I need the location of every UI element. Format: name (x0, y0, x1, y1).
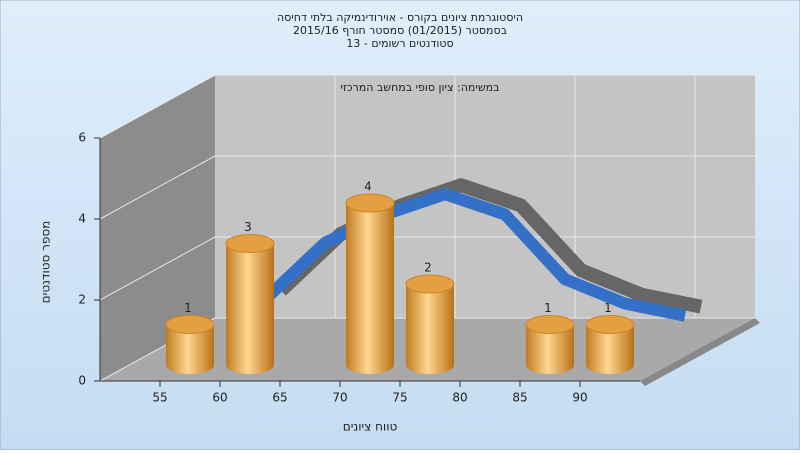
data-label: 1 (184, 301, 192, 315)
curve (260, 188, 687, 322)
bar-body (406, 284, 454, 374)
bar-body (226, 243, 274, 374)
title-line: היסטוגרמת ציונים בקורס - אוירודינמיקה בל… (277, 11, 523, 24)
x-tick-label: 85 (512, 391, 527, 405)
bar-top (225, 234, 275, 253)
data-label: 2 (424, 261, 432, 275)
annotation: במשימה: ציון סופי במחשב המרכזי (340, 81, 499, 94)
title-line: סטודנטים רשומים - 13 (346, 37, 453, 50)
left-wall (100, 75, 215, 381)
bar-top (585, 315, 635, 334)
x-tick-label: 80 (452, 391, 467, 405)
x-tick-label: 70 (332, 391, 347, 405)
bar (405, 274, 455, 374)
bar-body (346, 203, 394, 374)
bar (345, 193, 395, 374)
bar-top (345, 193, 395, 213)
bar-body (526, 324, 574, 374)
x-tick-label: 65 (272, 391, 287, 405)
floor-edge (640, 318, 760, 386)
bar-top (405, 274, 455, 294)
bar-top (525, 315, 575, 334)
y-tick-label: 0 (78, 374, 86, 388)
bar-body (586, 324, 634, 374)
bar (525, 315, 575, 374)
x-tick-label: 55 (152, 391, 167, 405)
x-tick-label: 75 (392, 391, 407, 405)
y-tick-label: 6 (78, 131, 86, 145)
bar (225, 234, 275, 374)
title-line: בסמסטר (01/2015) סמסטר חורף 2015/16 (293, 24, 507, 37)
data-label: 3 (244, 220, 252, 234)
bar (165, 315, 215, 374)
bar-top (165, 315, 215, 334)
y-tick-label: 4 (78, 212, 86, 226)
x-tick-label: 90 (572, 391, 587, 405)
x-tick-label: 60 (212, 391, 227, 405)
x-axis-label: טווח ציונים (343, 420, 398, 434)
data-label: 4 (364, 180, 372, 194)
y-tick-label: 2 (78, 293, 86, 307)
y-axis-label: מספר סטודנטים (39, 221, 53, 304)
bar-body (166, 324, 214, 374)
bar (585, 315, 635, 374)
data-label: 1 (544, 301, 552, 315)
data-label: 1 (604, 301, 612, 315)
